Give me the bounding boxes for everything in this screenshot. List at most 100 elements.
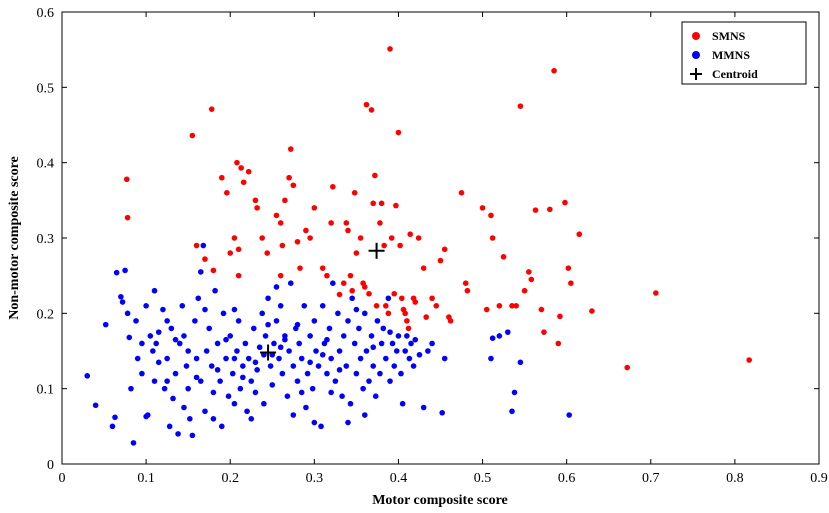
point-smns [330, 183, 336, 190]
point-smns [429, 295, 435, 302]
legend: SMNS MMNS Centroid [681, 21, 807, 85]
x-tick-label: 0.5 [474, 471, 492, 486]
legend-marker-smns [692, 32, 700, 40]
point-smns [377, 220, 383, 226]
point-mmns [130, 440, 137, 446]
point-mmns [290, 412, 297, 418]
point-smns [366, 290, 372, 297]
point-mmns [336, 348, 343, 354]
point-smns [391, 290, 398, 297]
point-smns [224, 190, 230, 196]
point-mmns [155, 329, 162, 335]
point-mmns [399, 400, 406, 407]
point-mmns [197, 378, 204, 384]
point-mmns [286, 348, 292, 354]
point-smns [500, 254, 507, 260]
point-smns [259, 235, 265, 241]
point-mmns [429, 340, 435, 347]
point-mmns [307, 333, 313, 339]
point-smns [235, 246, 242, 253]
point-mmns [402, 348, 408, 354]
point-smns [349, 287, 355, 294]
point-mmns [244, 408, 250, 415]
point-smns [347, 272, 354, 279]
point-mmns [340, 333, 347, 339]
point-mmns [511, 389, 518, 396]
point-smns [399, 295, 405, 302]
point-smns [345, 227, 351, 234]
point-smns [277, 220, 284, 226]
point-mmns [420, 404, 427, 411]
point-smns [464, 287, 471, 294]
point-mmns [509, 408, 515, 415]
point-smns [383, 303, 389, 309]
point-smns [488, 212, 494, 219]
point-smns [388, 235, 395, 241]
point-mmns [172, 336, 179, 343]
legend-label-mmns: MMNS [712, 48, 750, 62]
point-mmns [262, 333, 269, 339]
point-smns [273, 212, 280, 219]
point-mmns [254, 367, 260, 373]
point-smns [286, 174, 292, 181]
point-mmns [368, 333, 375, 339]
point-mmns [504, 329, 511, 335]
point-mmns [349, 295, 355, 302]
point-mmns [231, 306, 238, 313]
point-mmns [404, 333, 410, 339]
point-mmns [336, 367, 343, 373]
point-mmns [155, 359, 162, 366]
point-mmns [271, 340, 277, 347]
point-mmns [203, 348, 210, 354]
point-mmns [259, 310, 265, 317]
point-mmns [240, 374, 246, 381]
point-mmns [303, 404, 309, 411]
point-mmns [345, 419, 351, 426]
point-mmns [378, 340, 385, 347]
point-mmns [284, 393, 291, 400]
point-mmns [133, 318, 139, 324]
point-mmns [118, 293, 124, 300]
point-mmns [273, 284, 280, 290]
point-mmns [372, 393, 379, 400]
x-axis-title: Motor composite score [372, 493, 508, 508]
point-mmns [406, 355, 413, 362]
point-smns [547, 206, 553, 213]
point-mmns [212, 287, 218, 294]
point-mmns [277, 344, 284, 351]
point-smns [328, 220, 334, 226]
point-smns [423, 314, 430, 320]
point-smns [189, 132, 196, 139]
point-mmns [332, 378, 339, 384]
point-mmns [219, 423, 225, 430]
point-mmns [326, 325, 333, 332]
point-mmns [185, 385, 191, 392]
point-mmns [181, 333, 187, 339]
point-mmns [147, 333, 154, 339]
point-mmns [195, 295, 202, 302]
point-mmns [202, 408, 208, 415]
point-smns [395, 129, 402, 136]
point-mmns [153, 340, 160, 347]
point-smns [368, 107, 375, 113]
point-mmns [391, 363, 398, 369]
point-smns [562, 199, 568, 206]
point-smns [245, 168, 252, 175]
point-mmns [330, 280, 336, 287]
point-mmns [313, 348, 319, 354]
point-mmns [231, 355, 238, 362]
point-mmns [294, 321, 301, 328]
point-smns [517, 103, 524, 109]
point-mmns [318, 423, 324, 430]
point-mmns [192, 318, 198, 324]
point-mmns [248, 416, 255, 422]
point-smns [509, 303, 515, 309]
point-mmns [279, 370, 286, 377]
point-smns [193, 242, 200, 249]
point-smns [343, 220, 350, 226]
point-mmns [269, 382, 276, 388]
legend-marker-centroid [690, 68, 702, 80]
point-mmns [214, 367, 221, 373]
point-mmns [223, 336, 229, 343]
point-smns [254, 205, 260, 211]
